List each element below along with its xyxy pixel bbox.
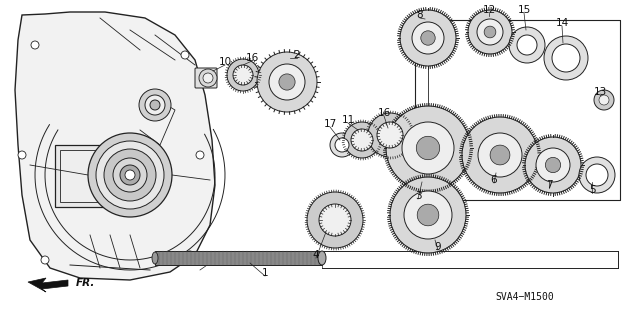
Circle shape <box>509 27 545 63</box>
Circle shape <box>113 158 147 192</box>
Text: 5: 5 <box>589 185 595 195</box>
Text: FR.: FR. <box>76 278 95 288</box>
Bar <box>155 251 322 265</box>
Text: 14: 14 <box>556 18 568 28</box>
Circle shape <box>468 10 512 54</box>
Text: 8: 8 <box>417 10 423 20</box>
Text: 9: 9 <box>435 242 442 252</box>
Circle shape <box>544 36 588 80</box>
Text: 16: 16 <box>378 108 390 118</box>
Circle shape <box>400 10 456 66</box>
Text: 2: 2 <box>294 50 300 60</box>
Ellipse shape <box>152 252 158 264</box>
Circle shape <box>199 69 217 87</box>
Circle shape <box>386 106 470 190</box>
Circle shape <box>330 133 354 157</box>
Circle shape <box>88 133 172 217</box>
Circle shape <box>335 138 349 152</box>
Circle shape <box>594 90 614 110</box>
Circle shape <box>31 41 39 49</box>
Circle shape <box>139 89 171 121</box>
Circle shape <box>307 192 363 248</box>
Circle shape <box>351 129 373 151</box>
Circle shape <box>227 59 259 91</box>
Circle shape <box>599 95 609 105</box>
Circle shape <box>150 100 160 110</box>
Circle shape <box>416 136 440 160</box>
Bar <box>60 150 118 202</box>
Circle shape <box>319 204 351 236</box>
Circle shape <box>462 117 538 193</box>
Circle shape <box>545 157 561 173</box>
Circle shape <box>120 165 140 185</box>
Circle shape <box>417 204 439 226</box>
Text: 4: 4 <box>313 250 319 260</box>
Circle shape <box>203 73 213 83</box>
Circle shape <box>477 19 503 45</box>
Text: 15: 15 <box>517 5 531 15</box>
Text: 12: 12 <box>483 5 495 15</box>
Circle shape <box>196 151 204 159</box>
Circle shape <box>186 251 194 259</box>
Text: 13: 13 <box>593 87 607 97</box>
Circle shape <box>344 122 380 158</box>
Circle shape <box>279 74 295 90</box>
Circle shape <box>104 149 156 201</box>
Circle shape <box>41 256 49 264</box>
Circle shape <box>404 191 452 239</box>
Circle shape <box>145 95 165 115</box>
Text: 7: 7 <box>546 180 552 190</box>
Circle shape <box>478 133 522 177</box>
Ellipse shape <box>318 251 326 265</box>
Circle shape <box>412 22 444 54</box>
Text: 10: 10 <box>218 57 232 67</box>
Text: 17: 17 <box>323 119 337 129</box>
Text: 11: 11 <box>341 115 355 125</box>
Circle shape <box>579 157 615 193</box>
Circle shape <box>181 51 189 59</box>
Circle shape <box>490 145 510 165</box>
Circle shape <box>484 26 496 38</box>
Circle shape <box>233 65 253 85</box>
Circle shape <box>536 148 570 182</box>
Circle shape <box>402 122 454 174</box>
Polygon shape <box>15 12 215 280</box>
Circle shape <box>586 164 608 186</box>
Circle shape <box>390 177 466 253</box>
Text: 6: 6 <box>491 175 497 185</box>
Bar <box>55 145 123 207</box>
Circle shape <box>368 113 412 157</box>
Text: SVA4−M1500: SVA4−M1500 <box>495 292 554 302</box>
Text: 3: 3 <box>415 191 421 201</box>
Text: 16: 16 <box>245 53 259 63</box>
Circle shape <box>377 122 403 148</box>
Circle shape <box>125 170 135 180</box>
FancyBboxPatch shape <box>195 68 217 88</box>
Text: 1: 1 <box>262 268 268 278</box>
Circle shape <box>96 141 164 209</box>
Circle shape <box>517 35 537 55</box>
Circle shape <box>421 31 435 45</box>
Circle shape <box>18 151 26 159</box>
Polygon shape <box>28 278 68 292</box>
Circle shape <box>269 64 305 100</box>
Circle shape <box>552 44 580 72</box>
Circle shape <box>525 137 581 193</box>
Circle shape <box>257 52 317 112</box>
